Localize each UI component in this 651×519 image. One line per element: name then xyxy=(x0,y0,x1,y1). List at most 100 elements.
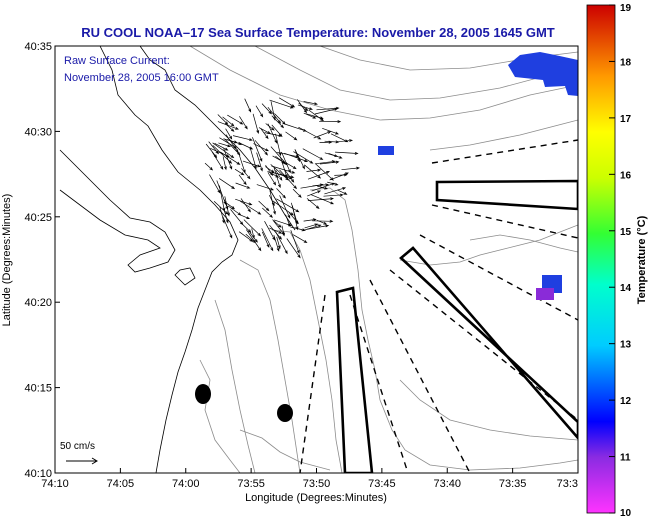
current-vector xyxy=(283,168,295,183)
colorbar-tick-label: 14 xyxy=(620,283,632,294)
current-label-line1: Raw Surface Current: xyxy=(64,55,170,67)
current-vector xyxy=(209,174,221,194)
current-vector xyxy=(307,197,334,201)
current-vector xyxy=(302,148,324,160)
current-vector xyxy=(306,168,322,172)
current-vector xyxy=(218,142,232,148)
current-vector xyxy=(243,219,262,237)
current-vector xyxy=(330,133,349,143)
current-vector xyxy=(212,142,235,159)
current-vector xyxy=(292,188,302,198)
current-vector xyxy=(319,160,340,165)
current-vector xyxy=(217,114,229,125)
current-vector xyxy=(254,140,268,156)
scale-vector-label: 50 cm/s xyxy=(60,441,95,452)
current-vector xyxy=(306,224,330,230)
y-tick-label: 40:15 xyxy=(24,383,52,395)
current-vector xyxy=(227,114,244,125)
colorbar-tick-label: 10 xyxy=(620,508,632,519)
current-vector xyxy=(275,170,283,181)
current-vector xyxy=(225,128,233,140)
current-vector xyxy=(338,139,354,143)
current-vector xyxy=(278,97,296,108)
current-vector xyxy=(297,104,313,111)
current-vector xyxy=(275,231,288,255)
map-area xyxy=(55,46,578,473)
colorbar-tick-label: 15 xyxy=(620,227,632,238)
current-vector xyxy=(319,140,333,144)
current-vector xyxy=(265,123,275,131)
current-vector xyxy=(279,195,291,219)
current-vector xyxy=(205,143,218,159)
x-tick-label: 73:3 xyxy=(557,478,578,490)
x-tick-label: 73:50 xyxy=(303,478,331,490)
x-tick-label: 74:00 xyxy=(172,478,200,490)
current-vector xyxy=(238,174,247,186)
colorbar-label: Temperature (°C) xyxy=(636,215,648,304)
current-vector xyxy=(275,155,286,165)
current-vector xyxy=(303,101,318,106)
y-tick-label: 40:10 xyxy=(24,468,52,480)
current-vector xyxy=(286,162,297,170)
current-vector xyxy=(222,116,235,127)
current-vector xyxy=(232,135,253,142)
current-vector xyxy=(328,152,343,159)
current-vector xyxy=(269,224,282,240)
current-vector xyxy=(308,109,325,122)
current-vector xyxy=(214,142,229,151)
current-vector xyxy=(293,234,308,244)
current-vector xyxy=(281,151,291,174)
current-vector xyxy=(324,187,347,195)
colorbar-tick-label: 18 xyxy=(620,57,632,68)
current-vector xyxy=(281,225,286,237)
current-vector xyxy=(285,131,298,141)
current-vector xyxy=(264,221,276,241)
current-vector xyxy=(225,202,236,210)
current-vector xyxy=(240,198,251,213)
current-vector xyxy=(310,194,335,205)
current-vector xyxy=(224,196,230,217)
x-tick-label: 73:55 xyxy=(237,478,265,490)
colorbar-tick-label: 13 xyxy=(620,340,632,351)
current-vector xyxy=(238,153,246,174)
current-vector xyxy=(258,200,270,212)
current-vector xyxy=(238,231,254,242)
current-vector xyxy=(294,149,301,163)
current-vector xyxy=(241,168,251,180)
y-tick-label: 40:30 xyxy=(24,126,52,138)
y-axis: 40:35 40:30 40:25 40:20 40:15 40:10 xyxy=(24,41,60,480)
current-vector xyxy=(235,182,251,189)
current-vector xyxy=(319,120,342,124)
current-vector xyxy=(261,231,270,248)
current-vector xyxy=(268,194,275,207)
current-vector xyxy=(219,185,226,212)
current-vector xyxy=(303,112,317,119)
current-vector xyxy=(276,188,287,199)
current-vector xyxy=(269,99,294,109)
colorbar-tick-label: 16 xyxy=(620,170,632,181)
current-vector xyxy=(260,128,269,140)
current-vector xyxy=(219,178,236,190)
buoy-marker xyxy=(277,404,293,422)
colorbar-tick-label: 17 xyxy=(620,114,632,125)
current-vector xyxy=(217,121,239,130)
current-vector xyxy=(251,228,255,239)
current-vector xyxy=(239,116,248,130)
current-vector xyxy=(341,166,360,171)
current-vector xyxy=(290,202,299,225)
colorbar-tick-label: 12 xyxy=(620,396,632,407)
current-vector xyxy=(220,151,241,165)
current-vector xyxy=(324,140,340,144)
current-vector xyxy=(239,214,251,220)
current-vector xyxy=(276,198,300,213)
current-vector xyxy=(256,152,263,172)
colorbar-tick-label: 19 xyxy=(620,3,632,14)
current-vector xyxy=(271,165,296,174)
current-vector xyxy=(315,163,334,181)
current-vector xyxy=(252,113,260,134)
current-vector xyxy=(267,170,280,178)
current-vector xyxy=(261,103,273,115)
current-vector xyxy=(230,209,244,226)
x-axis-label: Longitude (Degrees:Minutes) xyxy=(245,492,387,504)
